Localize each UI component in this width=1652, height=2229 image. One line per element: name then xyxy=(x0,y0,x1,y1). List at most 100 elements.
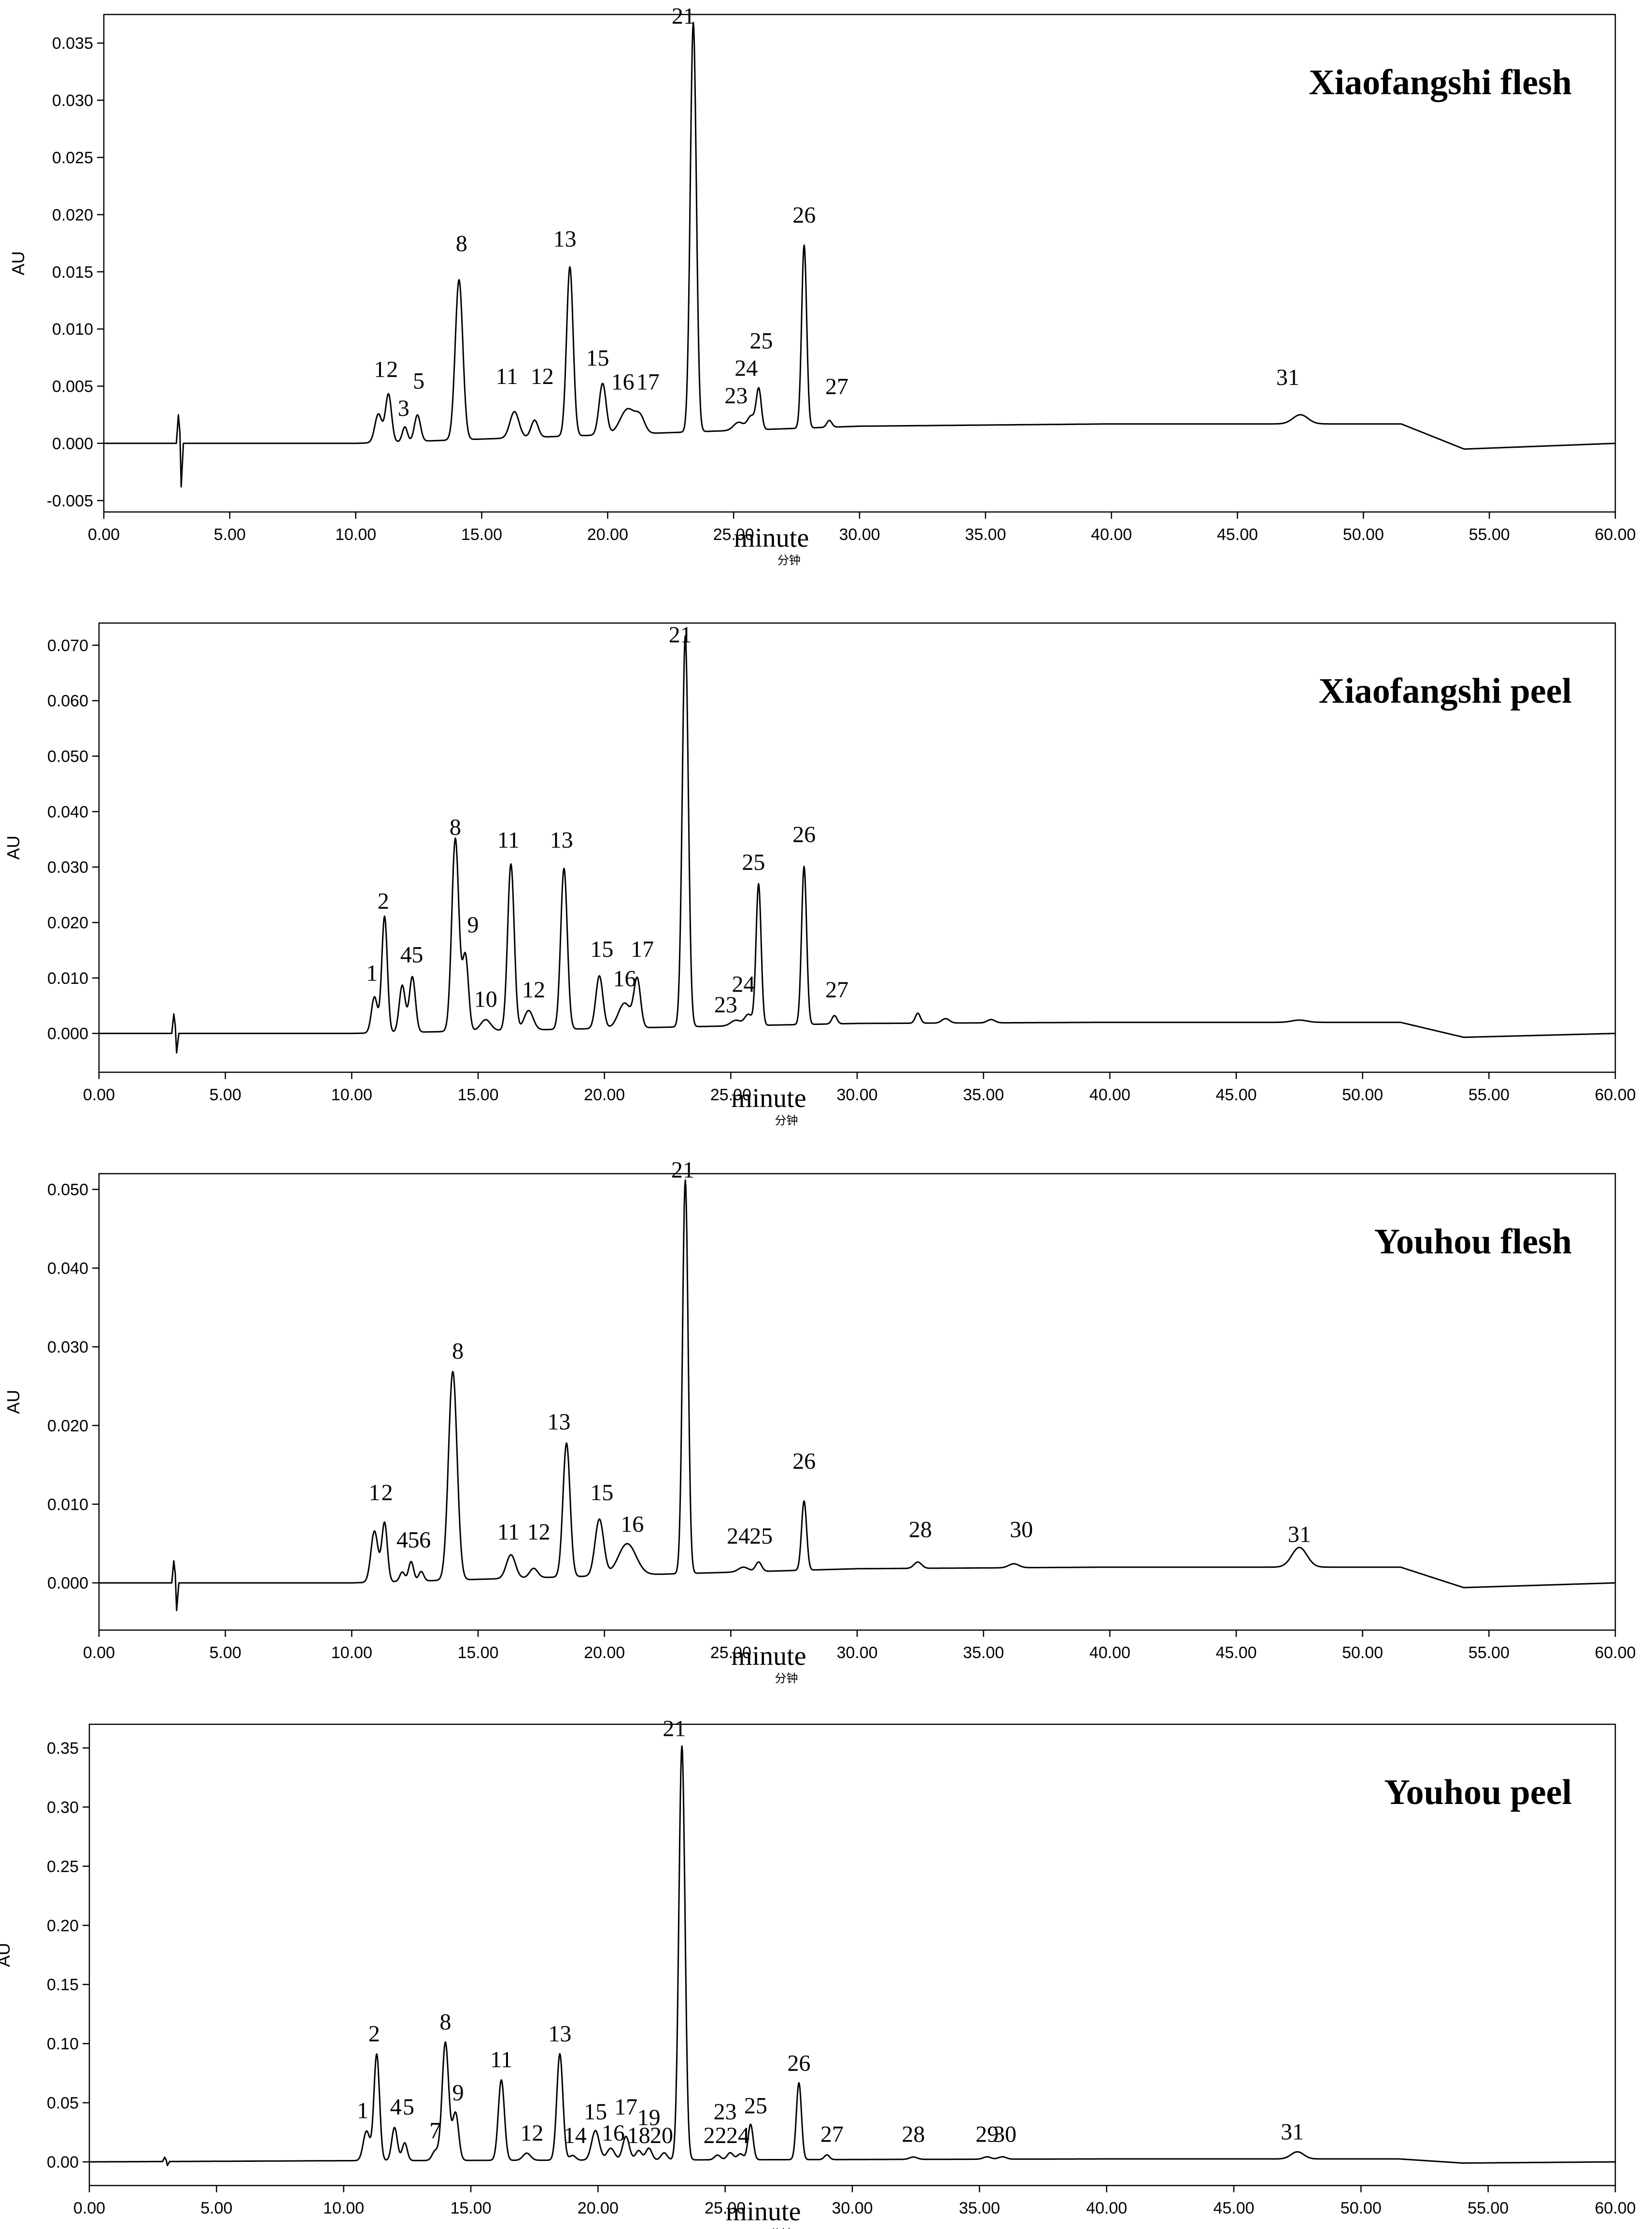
peak-label: 23 xyxy=(714,2099,737,2125)
peak-label: 15 xyxy=(590,937,613,962)
peak-label: 26 xyxy=(792,1448,816,1474)
peak-label: 10 xyxy=(474,987,497,1012)
peak-label: 16 xyxy=(613,966,636,992)
y-tick-label: 0.00 xyxy=(47,2153,79,2172)
peak-label: 23 xyxy=(724,383,748,409)
x-tick-label: 0.00 xyxy=(83,1086,115,1104)
peak-label: 9 xyxy=(467,912,479,938)
y-tick-label: 0.070 xyxy=(47,637,88,655)
peak-label: 23 xyxy=(714,992,737,1018)
peak-label: 8 xyxy=(439,2009,451,2035)
y-tick-label: 0.060 xyxy=(47,692,88,710)
y-tick-label: 0.010 xyxy=(47,1495,88,1514)
x-tick-label: 45.00 xyxy=(1215,1086,1257,1104)
peak-label: 28 xyxy=(902,2121,925,2147)
x-tick-label: 10.00 xyxy=(335,525,376,544)
x-tick-label: 25.00 xyxy=(710,1086,751,1104)
y-tick-label: 0.020 xyxy=(47,914,88,932)
peak-label: 15 xyxy=(590,1480,613,1505)
x-tick-label: 45.00 xyxy=(1213,2199,1254,2217)
peak-label: 12 xyxy=(522,977,545,1003)
y-tick-label: 0.05 xyxy=(47,2094,79,2113)
x-tick-label: 15.00 xyxy=(457,1644,498,1662)
x-tick-label: 55.00 xyxy=(1468,1086,1510,1104)
peak-label: 12 xyxy=(527,1519,551,1545)
x-tick-label: 50.00 xyxy=(1342,1644,1383,1662)
peak-label: 31 xyxy=(1281,2119,1304,2145)
x-tick-label: 0.00 xyxy=(83,1644,115,1662)
peak-label: 5 xyxy=(403,2094,414,2120)
panel-title: Youhou peel xyxy=(1384,1773,1572,1812)
x-tick-label: 5.00 xyxy=(210,1086,241,1104)
peak-label: 25 xyxy=(749,1523,773,1549)
panel-title: Xiaofangshi peel xyxy=(1319,671,1572,711)
x-axis-secondary-label: 分钟 xyxy=(775,1672,798,1685)
peak-label: 16 xyxy=(611,369,635,395)
x-tick-label: 50.00 xyxy=(1341,2199,1382,2217)
peak-label: 11 xyxy=(490,2047,512,2073)
peak-label: 3 xyxy=(398,396,409,421)
y-tick-label: 0.35 xyxy=(47,1739,79,1758)
x-tick-label: 60.00 xyxy=(1595,2199,1636,2217)
y-tick-label: 0.25 xyxy=(47,1858,79,1876)
x-tick-label: 35.00 xyxy=(959,2199,1000,2217)
peak-label: 19 xyxy=(637,2105,661,2130)
peak-label: 16 xyxy=(602,2120,625,2146)
y-axis-label: AU xyxy=(0,1943,14,1967)
peak-label: 25 xyxy=(750,328,773,354)
peak-label: 26 xyxy=(787,2050,810,2076)
peak-label: 2 xyxy=(368,2021,380,2046)
x-tick-label: 55.00 xyxy=(1468,2199,1509,2217)
y-tick-label: -0.005 xyxy=(47,492,93,510)
peak-label: 15 xyxy=(586,345,609,371)
peak-label: 1 xyxy=(368,1480,380,1505)
x-axis-secondary-label: 分钟 xyxy=(775,1114,798,1127)
peak-label: 20 xyxy=(650,2123,673,2148)
chromatogram-panels: -0.0050.0000.0050.0100.0150.0200.0250.03… xyxy=(0,3,1636,2229)
y-tick-label: 0.10 xyxy=(47,2035,79,2053)
peak-label: 4 xyxy=(396,1527,408,1553)
x-tick-label: 5.00 xyxy=(214,525,246,544)
peak-label: 13 xyxy=(550,827,573,853)
y-axis-label: AU xyxy=(8,251,28,275)
peak-label: 27 xyxy=(825,374,848,399)
x-tick-label: 5.00 xyxy=(200,2199,232,2217)
x-tick-label: 60.00 xyxy=(1595,1086,1636,1104)
peak-label: 12 xyxy=(531,364,554,389)
x-tick-label: 40.00 xyxy=(1086,2199,1127,2217)
y-tick-label: 0.015 xyxy=(52,263,93,282)
peak-label: 4 xyxy=(390,2094,402,2120)
peak-label: 11 xyxy=(497,827,520,853)
peak-label: 26 xyxy=(792,202,816,228)
peak-label: 24 xyxy=(732,972,755,997)
x-tick-label: 10.00 xyxy=(323,2199,364,2217)
x-tick-label: 10.00 xyxy=(331,1086,372,1104)
x-axis-secondary-label: 分钟 xyxy=(777,554,801,567)
x-tick-label: 40.00 xyxy=(1089,1644,1130,1662)
peak-label: 21 xyxy=(669,622,692,648)
peak-label: 4 xyxy=(400,942,412,968)
peak-label: 26 xyxy=(792,822,816,848)
x-tick-label: 15.00 xyxy=(461,525,502,544)
peak-label: 7 xyxy=(429,2118,441,2144)
peak-label: 1 xyxy=(374,357,385,383)
x-tick-label: 35.00 xyxy=(965,525,1006,544)
peak-label: 24 xyxy=(727,1523,750,1549)
x-tick-label: 10.00 xyxy=(331,1644,372,1662)
peak-label: 11 xyxy=(496,364,518,389)
y-tick-label: 0.050 xyxy=(47,748,88,766)
y-tick-label: 0.000 xyxy=(47,1574,88,1592)
x-tick-label: 30.00 xyxy=(836,1086,877,1104)
peak-label: 24 xyxy=(734,355,758,381)
x-tick-label: 20.00 xyxy=(584,1644,625,1662)
peak-label: 1 xyxy=(357,2098,368,2123)
peak-label: 21 xyxy=(663,1716,686,1741)
y-tick-label: 0.30 xyxy=(47,1798,79,1817)
x-tick-label: 0.00 xyxy=(73,2199,105,2217)
x-axis-secondary-label: 分钟 xyxy=(770,2227,793,2229)
x-tick-label: 35.00 xyxy=(963,1086,1004,1104)
peak-label: 5 xyxy=(411,942,423,968)
peak-label: 29 xyxy=(975,2121,999,2147)
peak-label: 17 xyxy=(631,937,654,962)
peak-label: 28 xyxy=(909,1517,932,1543)
